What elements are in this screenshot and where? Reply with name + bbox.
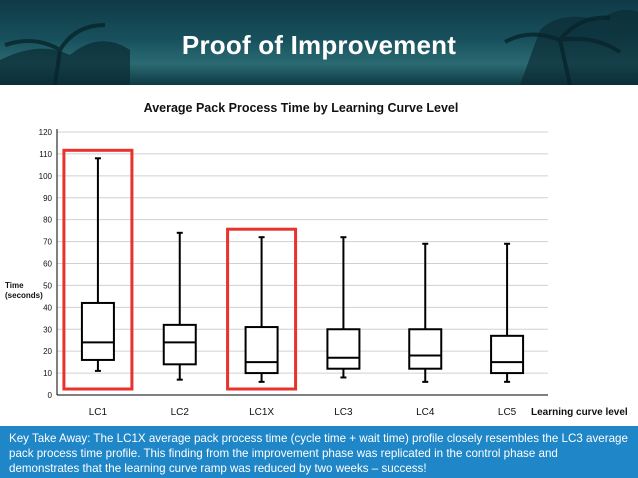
slide-title: Proof of Improvement: [181, 30, 457, 60]
boxplot-chart: Average Pack Process Time by Learning Cu…: [0, 85, 638, 425]
box-iqr: [408, 328, 443, 370]
y-tick-label: 0: [48, 391, 53, 400]
x-tick-label: LC1: [89, 407, 108, 418]
y-axis-label: Time: [5, 281, 24, 290]
box-iqr: [80, 301, 115, 361]
y-tick-label: 10: [43, 369, 52, 378]
y-tick-label: 50: [43, 281, 52, 290]
box-iqr: [490, 334, 525, 375]
x-tick-label: LC2: [171, 407, 190, 418]
chart-svg: Average Pack Process Time by Learning Cu…: [5, 101, 628, 418]
y-tick-label: 40: [43, 303, 52, 312]
y-tick-label: 20: [43, 347, 52, 356]
y-tick-label: 110: [39, 150, 52, 159]
y-tick-label: 100: [39, 172, 53, 181]
palm-trees-background: [0, 9, 638, 85]
title-banner: Proof of Improvement: [0, 0, 638, 85]
x-tick-label: LC3: [334, 407, 353, 418]
key-takeaway-text: Key Take Away: The LC1X average pack pro…: [9, 432, 628, 475]
box-iqr: [326, 328, 361, 370]
x-tick-label: LC5: [498, 407, 517, 418]
y-tick-label: 80: [43, 216, 52, 225]
box-iqr: [162, 323, 197, 366]
y-tick-label: 120: [39, 128, 53, 137]
y-tick-label: 70: [43, 238, 52, 247]
x-tick-label: LC1X: [249, 407, 274, 418]
y-axis-label: (seconds): [5, 291, 43, 300]
chart-title: Average Pack Process Time by Learning Cu…: [144, 101, 459, 115]
y-tick-label: 60: [43, 260, 52, 269]
highlight-box: [226, 227, 298, 391]
x-axis-label: Learning curve level: [531, 407, 628, 418]
key-takeaway-box: Key Take Away: The LC1X average pack pro…: [0, 426, 638, 478]
x-tick-label: LC4: [416, 407, 435, 418]
highlight-box: [62, 148, 134, 391]
box-iqr: [244, 326, 279, 375]
y-tick-label: 90: [43, 194, 52, 203]
y-tick-label: 30: [43, 325, 52, 334]
